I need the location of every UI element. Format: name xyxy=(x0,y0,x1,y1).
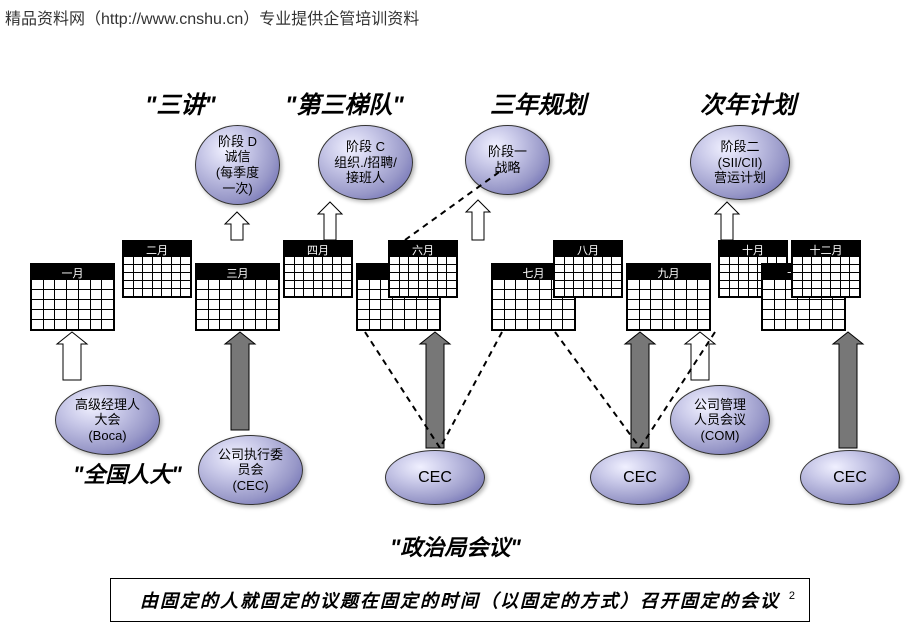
meeting-ellipse: 高级经理人大会(Boca) xyxy=(55,385,160,455)
meeting-ellipse: 公司执行委员会(CEC) xyxy=(198,435,303,505)
calendar-month: 九月 xyxy=(626,263,711,331)
top-title: "第三梯队" xyxy=(285,85,404,120)
calendar-month: 十二月 xyxy=(791,240,861,298)
meeting-ellipse: CEC xyxy=(590,450,690,505)
calendar-month: 四月 xyxy=(283,240,353,298)
meeting-ellipse: CEC xyxy=(800,450,900,505)
stage-ellipse: 阶段二(SII/CII)营运计划 xyxy=(690,125,790,200)
calendar-month: 一月 xyxy=(30,263,115,331)
footer-box: 由固定的人就固定的议题在固定的时间（以固定的方式）召开固定的会议 xyxy=(110,578,810,622)
top-title: 三年规划 xyxy=(490,85,586,120)
calendar-month: 二月 xyxy=(122,240,192,298)
top-title: "三讲" xyxy=(145,85,216,120)
calendar-month: 三月 xyxy=(195,263,280,331)
calendar-month: 八月 xyxy=(553,240,623,298)
stage-ellipse: 阶段 D诚信(每季度一次) xyxy=(195,125,280,205)
header-text: 精品资料网（http://www.cnshu.cn）专业提供企管培训资料 xyxy=(5,5,419,29)
bottom-title-2: "政治局会议" xyxy=(390,530,521,562)
top-title: 次年计划 xyxy=(700,85,796,120)
stage-ellipse: 阶段一战略 xyxy=(465,125,550,195)
meeting-ellipse: 公司管理人员会议(COM) xyxy=(670,385,770,455)
page-number: 2 xyxy=(789,590,795,602)
bottom-title-1: "全国人大" xyxy=(73,457,182,489)
calendar-month: 六月 xyxy=(388,240,458,298)
meeting-ellipse: CEC xyxy=(385,450,485,505)
stage-ellipse: 阶段 C组织./招聘/接班人 xyxy=(318,125,413,200)
